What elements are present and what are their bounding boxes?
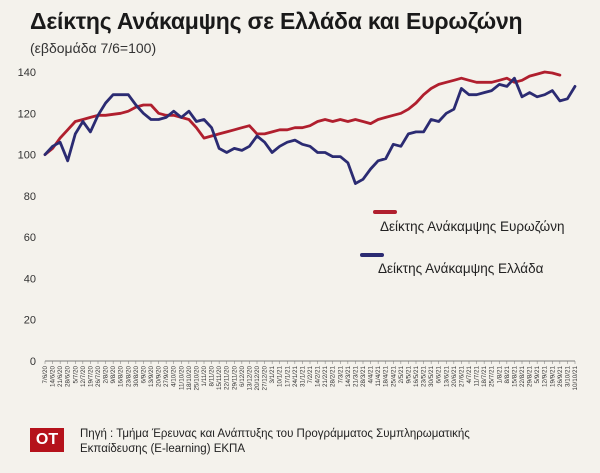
x-tick-label: 20/12/20 bbox=[254, 366, 261, 391]
x-tick-label: 14/2/21 bbox=[315, 366, 322, 388]
x-tick-label: 1/8/21 bbox=[496, 366, 503, 384]
legend: Δείκτης Ανάκαμψης Ευρωζώνη Δείκτης Ανάκαμ… bbox=[360, 210, 564, 276]
x-tick-label: 18/10/20 bbox=[186, 366, 193, 391]
x-tick-label: 23/5/21 bbox=[421, 366, 428, 388]
x-tick-label: 28/6/20 bbox=[65, 366, 72, 388]
chart-title: Δείκτης Ανάκαμψης σε Ελλάδα και Ευρωζώνη bbox=[30, 8, 523, 34]
x-tick-label: 14/3/21 bbox=[345, 366, 352, 388]
x-tick-label: 8/8/21 bbox=[504, 366, 511, 384]
x-tick-label: 8/11/20 bbox=[209, 366, 216, 387]
x-tick-label: 5/7/20 bbox=[72, 366, 79, 384]
y-tick-label: 120 bbox=[18, 108, 36, 120]
greece-series-line bbox=[43, 76, 577, 185]
x-tick-label: 22/11/20 bbox=[224, 366, 231, 391]
x-tick-label: 21/3/21 bbox=[352, 366, 359, 388]
x-tick-label: 11/10/20 bbox=[178, 366, 185, 391]
x-tick-label: 15/8/21 bbox=[511, 366, 518, 388]
y-tick-label: 60 bbox=[24, 232, 36, 244]
x-tick-label: 15/11/20 bbox=[216, 366, 223, 391]
x-tick-label: 30/5/21 bbox=[428, 366, 435, 388]
x-tick-label: 10/10/21 bbox=[572, 366, 579, 391]
x-tick-label: 17/1/21 bbox=[284, 366, 291, 388]
x-tick-label: 26/7/20 bbox=[95, 366, 102, 388]
x-tick-label: 31/1/21 bbox=[299, 366, 306, 388]
x-tick-label: 4/7/21 bbox=[466, 366, 473, 384]
y-tick-label: 0 bbox=[30, 356, 36, 368]
x-tick-label: 18/7/21 bbox=[481, 366, 488, 388]
x-tick-label: 2/5/21 bbox=[398, 366, 405, 384]
x-tick-label: 16/8/20 bbox=[118, 366, 125, 388]
series-lines bbox=[43, 70, 577, 185]
x-tick-label: 13/6/21 bbox=[443, 366, 450, 388]
y-axis: 0 20 40 60 80 100 120 140 bbox=[18, 67, 36, 368]
x-tick-label: 20/6/21 bbox=[451, 366, 458, 388]
x-tick-label: 30/8/20 bbox=[133, 366, 140, 388]
x-tick-label: 7/2/21 bbox=[307, 366, 314, 384]
x-tick-label: 28/2/21 bbox=[330, 366, 337, 388]
x-tick-label: 2/8/20 bbox=[103, 366, 110, 384]
x-tick-label: 6/12/20 bbox=[239, 366, 246, 388]
y-tick-label: 80 bbox=[24, 191, 36, 203]
x-tick-label: 21/6/20 bbox=[57, 366, 64, 388]
y-tick-label: 140 bbox=[18, 67, 36, 79]
x-tick-label: 26/9/21 bbox=[557, 366, 564, 388]
x-tick-label: 4/10/20 bbox=[171, 366, 178, 388]
x-tick-label: 4/4/21 bbox=[368, 366, 375, 384]
y-tick-label: 20 bbox=[24, 315, 36, 327]
x-tick-label: 24/1/21 bbox=[292, 366, 299, 388]
y-tick-label: 100 bbox=[18, 150, 36, 162]
x-tick-label: 27/12/20 bbox=[262, 366, 269, 391]
x-tick-label: 12/9/21 bbox=[542, 366, 549, 388]
x-tick-label: 11/7/21 bbox=[474, 366, 481, 387]
x-tick-label: 9/8/20 bbox=[110, 366, 117, 384]
x-tick-label: 1/11/20 bbox=[201, 366, 208, 387]
x-tick-label: 9/5/21 bbox=[405, 366, 412, 384]
x-tick-label: 6/9/20 bbox=[140, 366, 147, 384]
x-tick-label: 3/1/21 bbox=[269, 366, 276, 384]
x-tick-label: 13/12/20 bbox=[246, 366, 253, 391]
x-tick-label: 25/10/20 bbox=[193, 366, 200, 391]
x-axis: 7/6/20 14/6/20 21/6/20 28/6/20 5/7/20 12/7/20… bbox=[42, 360, 579, 391]
x-tick-label: 3/10/21 bbox=[564, 366, 571, 388]
x-tick-label: 14/6/20 bbox=[50, 366, 57, 388]
x-tick-label: 7/3/21 bbox=[337, 366, 344, 384]
x-tick-label: 5/9/21 bbox=[534, 366, 541, 384]
x-tick-label: 6/6/21 bbox=[436, 366, 443, 384]
x-tick-label: 22/8/21 bbox=[519, 366, 526, 388]
x-tick-label: 11/4/21 bbox=[375, 366, 382, 387]
x-tick-label: 21/2/21 bbox=[322, 366, 329, 388]
x-tick-label: 29/11/20 bbox=[231, 366, 238, 391]
x-tick-label: 12/7/20 bbox=[80, 366, 87, 388]
chart-subtitle: (εβδομάδα 7/6=100) bbox=[30, 40, 157, 56]
x-tick-label: 16/5/21 bbox=[413, 366, 420, 388]
ot-logo: ΟΤ bbox=[30, 428, 64, 452]
x-tick-label: 28/3/21 bbox=[360, 366, 367, 388]
x-tick-label: 27/6/21 bbox=[458, 366, 465, 388]
x-tick-label: 25/7/21 bbox=[489, 366, 496, 388]
legend-label-greece: Δείκτης Ανάκαμψης Ελλάδα bbox=[378, 261, 544, 276]
x-tick-label: 19/9/21 bbox=[549, 366, 556, 388]
x-tick-label: 18/4/21 bbox=[383, 366, 390, 388]
x-tick-label: 19/7/20 bbox=[87, 366, 94, 388]
x-tick-label: 23/8/20 bbox=[125, 366, 132, 388]
legend-label-eurozone: Δείκτης Ανάκαμψης Ευρωζώνη bbox=[380, 219, 564, 234]
x-tick-label: 13/9/20 bbox=[148, 366, 155, 388]
x-tick-label: 20/9/20 bbox=[156, 366, 163, 388]
source-note: Πηγή : Τμήμα Έρευνας και Ανάπτυξης του Π… bbox=[80, 428, 470, 455]
x-tick-label: 10/1/21 bbox=[277, 366, 284, 388]
x-tick-label: 7/6/20 bbox=[42, 366, 49, 384]
y-tick-label: 40 bbox=[24, 273, 36, 285]
x-tick-label: 27/9/20 bbox=[163, 366, 170, 388]
x-tick-label: 29/8/21 bbox=[527, 366, 534, 388]
eurozone-series-line bbox=[43, 70, 562, 156]
x-tick-label: 25/4/21 bbox=[390, 366, 397, 388]
